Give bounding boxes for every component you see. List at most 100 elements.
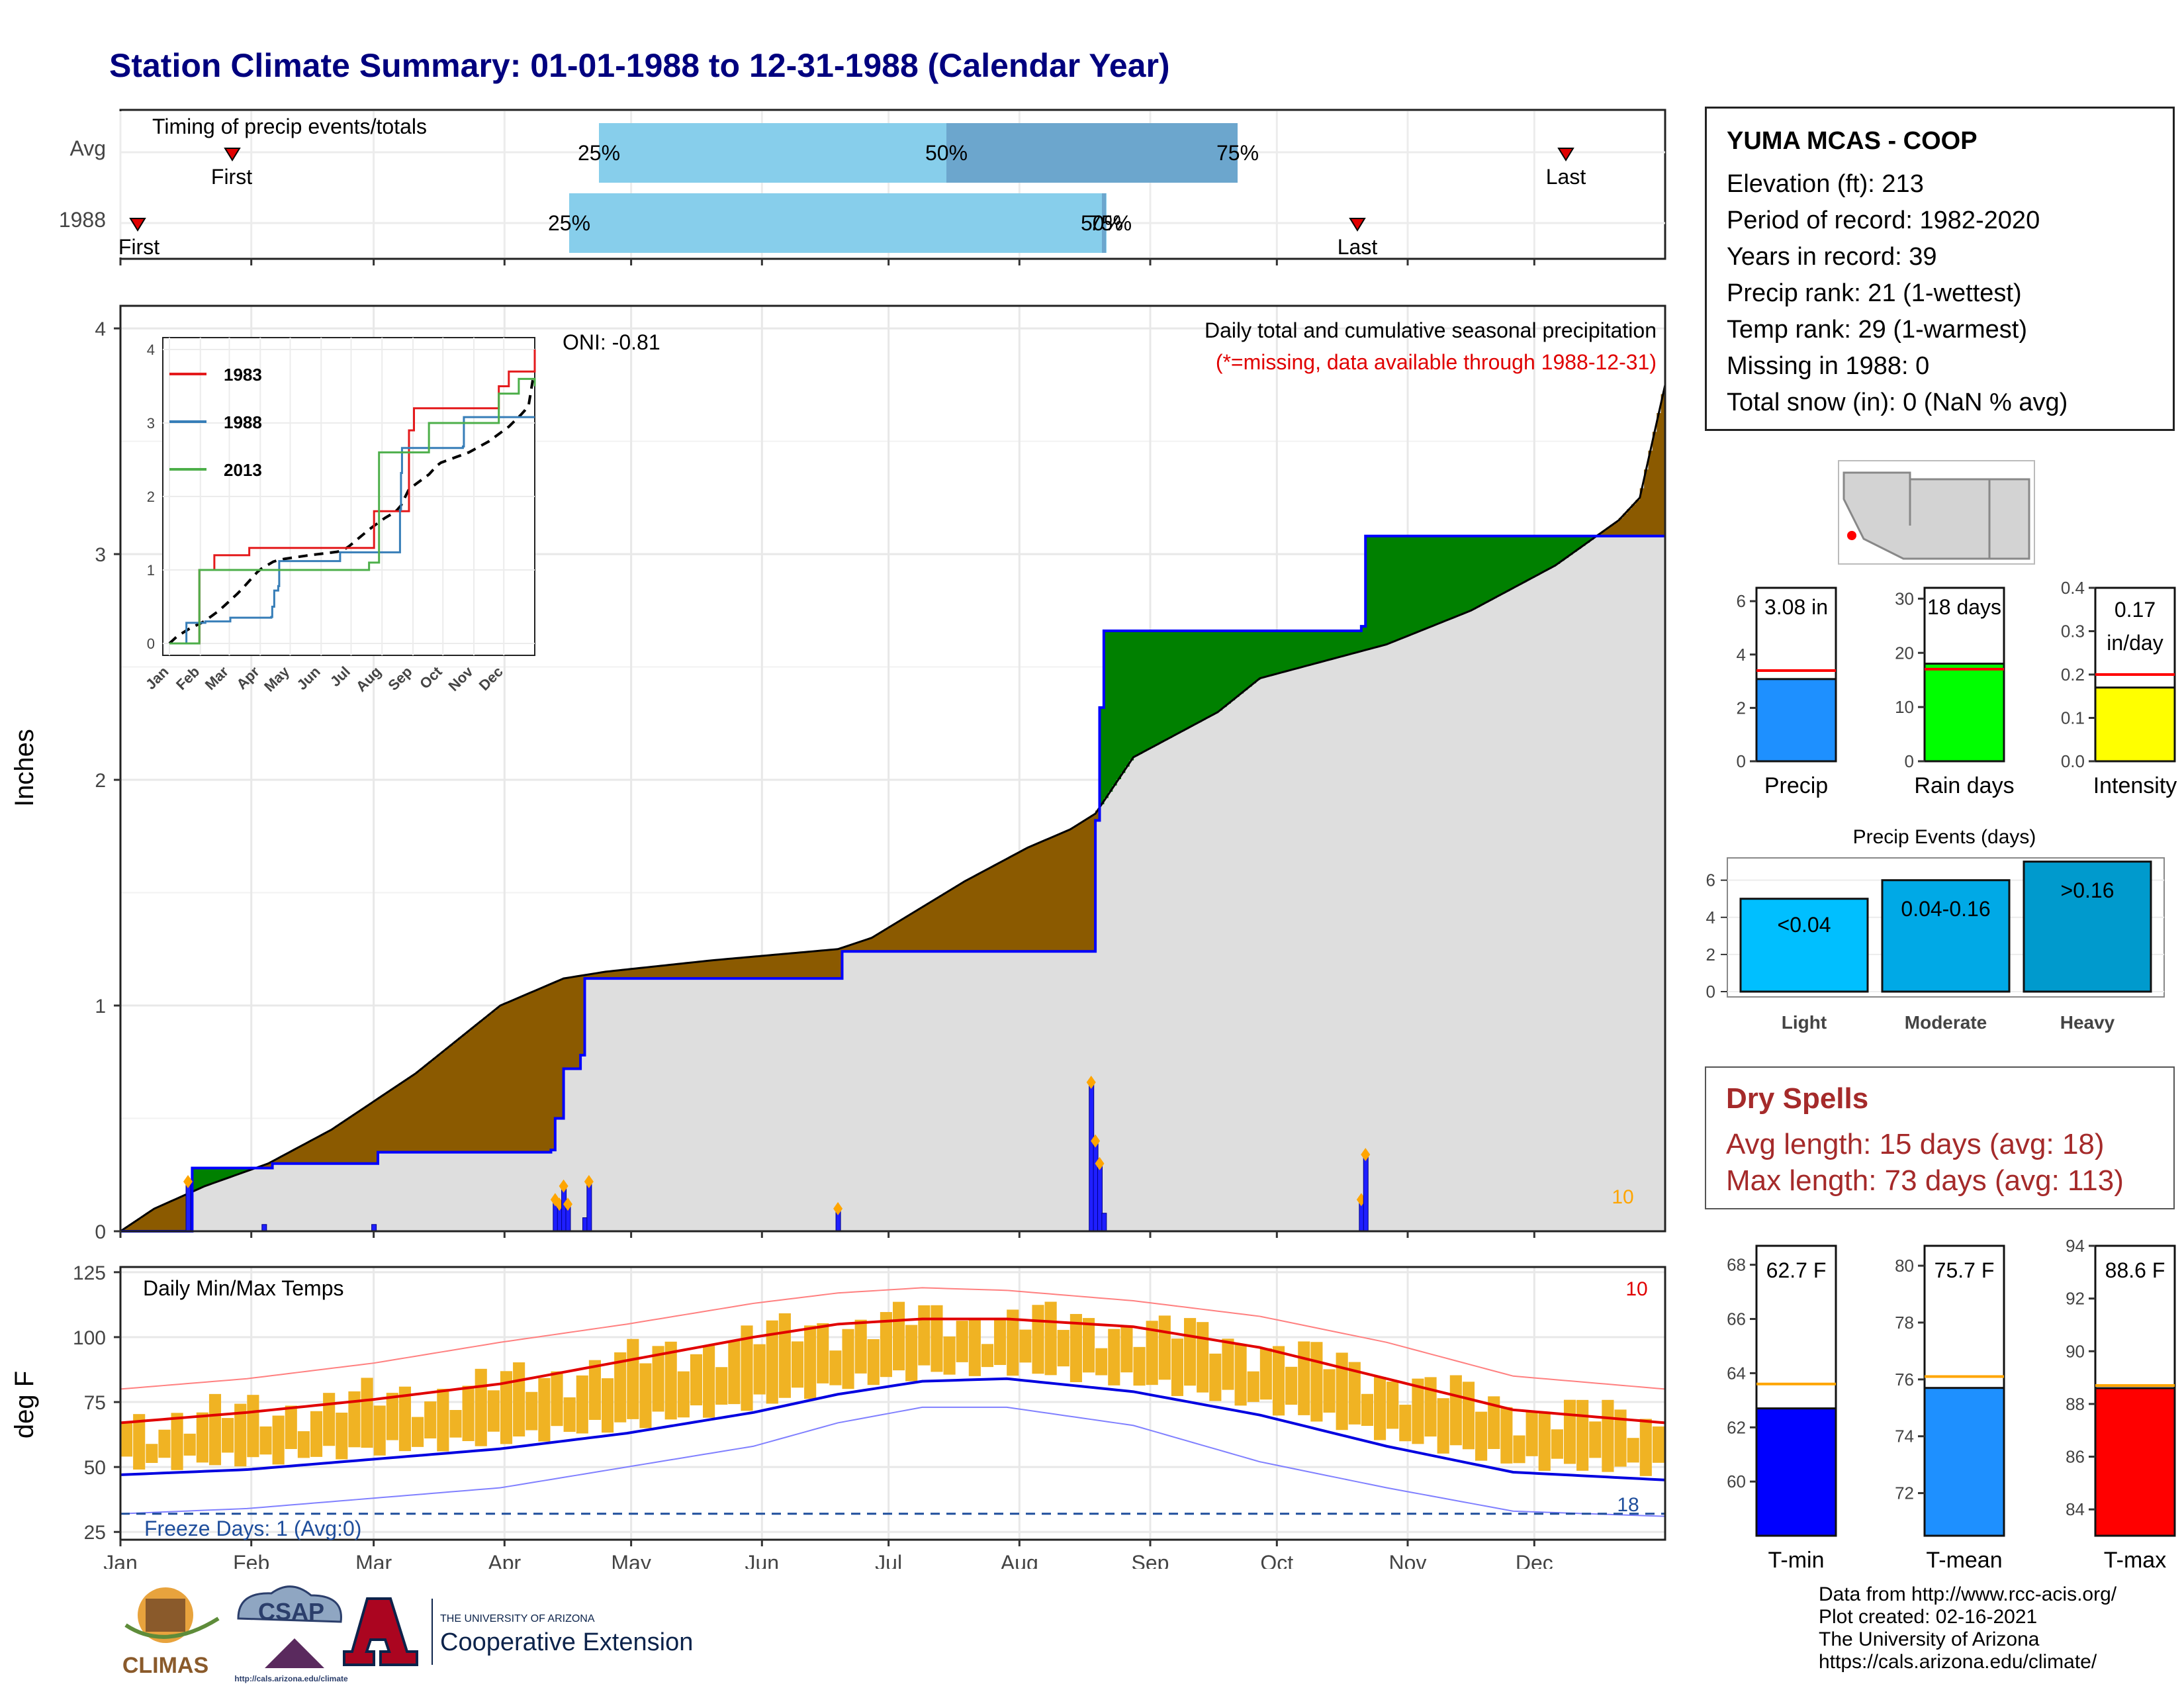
- precip-ytick-label-3: 3: [95, 544, 106, 566]
- temp-range-bar-261: [1222, 1338, 1234, 1390]
- temp-range-bar-198: [956, 1321, 968, 1362]
- temp-grid: [119, 1267, 1665, 1540]
- temp-range-bar-342: [1563, 1399, 1576, 1464]
- temp-range-bar-186: [905, 1325, 918, 1382]
- raindays-summary-ytick-label-1: 10: [1895, 697, 1914, 717]
- temp-month-label-6: Jul: [875, 1551, 902, 1569]
- avg-cumulative-line: [120, 385, 1666, 1233]
- temp-range-bar-324: [1488, 1396, 1500, 1449]
- temp-range-bar-39: [285, 1405, 297, 1449]
- temp-range-bar-231: [1095, 1348, 1108, 1376]
- surplus-area: [192, 536, 1598, 1191]
- temp-range-bar-321: [1475, 1411, 1488, 1461]
- intensity-summary-bar: [2094, 686, 2176, 763]
- daily-precip-bar-13: [1101, 1213, 1107, 1232]
- temp-month-label-2: Mar: [355, 1551, 392, 1569]
- record-max-line: [120, 1287, 1666, 1390]
- station-snow: Total snow (in): 0 (NaN % avg): [1727, 389, 2068, 416]
- yr-first-label: First: [118, 235, 159, 259]
- temp-range-bar-87: [487, 1390, 500, 1432]
- temp-range-bar-15: [183, 1433, 196, 1456]
- intensity-value-line1: 0.17: [2115, 598, 2156, 622]
- csap-url: http://cals.arizona.edu/climate: [234, 1674, 348, 1683]
- temp-range-bar-171: [842, 1329, 854, 1389]
- temp-range-bar-297: [1373, 1377, 1387, 1440]
- temp-range-bar-240: [1133, 1346, 1146, 1386]
- tmean-summary-ytick-label-2: 76: [1895, 1370, 1914, 1389]
- temp-range-bar-114: [601, 1378, 614, 1433]
- temp-range-bar-12: [171, 1413, 183, 1470]
- ua-a-icon: [343, 1597, 418, 1666]
- temp-range-bar-360: [1639, 1419, 1652, 1476]
- temp-range-bar-255: [1197, 1322, 1209, 1393]
- daily-precip-bar-0: [185, 1181, 191, 1232]
- tmax-summary-ytick-label-2: 88: [2066, 1394, 2085, 1414]
- temp-range-bar-213: [1019, 1329, 1032, 1363]
- events-y-axis: 0 2 4 6: [1706, 870, 1727, 1002]
- daily-precip-marker-10: [1086, 1075, 1096, 1089]
- temp-range-bar-288: [1336, 1352, 1348, 1430]
- temp-range-bar-285: [1323, 1369, 1336, 1413]
- ua-logo: THE UNIVERSITY OF ARIZONA Cooperative Ex…: [343, 1597, 693, 1666]
- yr-last-marker: [1349, 218, 1366, 232]
- daily-precip-bar-2: [371, 1224, 377, 1232]
- temp-range-bar-234: [1108, 1329, 1120, 1385]
- temp-range-bar-330: [1513, 1435, 1525, 1464]
- temp-range-bar-270: [1259, 1348, 1272, 1400]
- temp-range-bar-354: [1614, 1409, 1627, 1467]
- temp-range-bar-24: [222, 1418, 234, 1453]
- temp-panel: 25 50 75 100 125 Jan Feb Mar Apr May Jun Jul Aug Sep…: [10, 1262, 1666, 1569]
- precip-summary-ytick-label-3: 6: [1737, 591, 1746, 611]
- year-cumulative-line: [120, 534, 1665, 1233]
- temp-range-bar-228: [1082, 1318, 1095, 1373]
- events-bar-light: [1739, 898, 1869, 993]
- station-precip-rank: Precip rank: 21 (1-wettest): [1727, 279, 2022, 307]
- temp-range-bar-177: [867, 1339, 880, 1385]
- credit-plot-date: Plot created: 02-16-2021: [1819, 1606, 2038, 1628]
- yr-first-marker: [129, 218, 146, 232]
- temp-range-bar-300: [1387, 1382, 1399, 1429]
- temp-range-bar-156: [778, 1313, 791, 1398]
- temp-ytick-label-2: 75: [84, 1392, 106, 1414]
- csap-cloud-icon: [237, 1585, 342, 1623]
- tmin-value-text: 62.7 F: [1766, 1258, 1827, 1282]
- events-cat-moderate: Moderate: [1905, 1012, 1987, 1033]
- temp-range-bar-363: [1652, 1426, 1664, 1463]
- temp-month-label-10: Nov: [1389, 1551, 1427, 1569]
- precip-y-axis: 0 1 2 3 4: [95, 318, 1535, 1243]
- temp-range-bar-222: [1057, 1330, 1069, 1367]
- raindays-bar-chart: 0 10 20 30: [1895, 586, 2005, 771]
- page-title: Station Climate Summary: 01-01-1988 to 1…: [109, 47, 1170, 84]
- station-name: YUMA MCAS - COOP: [1727, 127, 1978, 155]
- raindays-summary-ytick-label-3: 30: [1895, 588, 1914, 608]
- summary-bars: 0 2 4 6 0 10 20 30 0.0 0.1 0.2 0.3 0.4 3.08 in 18 …: [1737, 578, 2177, 798]
- temp-range-bar-246: [1158, 1315, 1171, 1380]
- daily-precip-marker-11: [1091, 1134, 1101, 1148]
- inset-ytick-label-2: 2: [147, 489, 155, 505]
- yr-p75-label: 75%: [1089, 211, 1132, 235]
- tmax-bar-label: T-max: [2104, 1548, 2166, 1573]
- normal-min-line: [120, 1377, 1666, 1481]
- precip-summary-bar: [1755, 678, 1837, 763]
- temp-range-bar-96: [525, 1391, 538, 1430]
- station-missing: Missing in 1988: 0: [1727, 352, 1930, 380]
- events-ytick-label-1: 2: [1706, 945, 1715, 964]
- temp-range-bar-204: [981, 1344, 994, 1368]
- tmax-summary-ytick-label-0: 84: [2066, 1499, 2085, 1519]
- temp-panel-label: Daily Min/Max Temps: [143, 1276, 343, 1300]
- temp-month-label-9: Oct: [1260, 1551, 1293, 1569]
- yr-p50-label: 50%: [1081, 211, 1123, 235]
- temp-range-bar-225: [1069, 1313, 1082, 1382]
- temp-range-bar-195: [943, 1336, 956, 1375]
- temp-range-bar-216: [1032, 1305, 1044, 1374]
- temp-range-bar-180: [880, 1312, 892, 1378]
- temp-range-bar-339: [1551, 1429, 1563, 1459]
- events-cat-heavy: Heavy: [2060, 1012, 2115, 1033]
- events-title: Precip Events (days): [1853, 826, 2036, 848]
- station-location-dot: [1847, 531, 1856, 540]
- inset-2013-line: [169, 377, 536, 645]
- temp-range-bar-129: [664, 1341, 677, 1420]
- logo-area: CLIMAS CSAP http://cals.arizona.edu/clim…: [122, 1585, 693, 1683]
- csap-logo: CSAP http://cals.arizona.edu/climate: [234, 1585, 348, 1683]
